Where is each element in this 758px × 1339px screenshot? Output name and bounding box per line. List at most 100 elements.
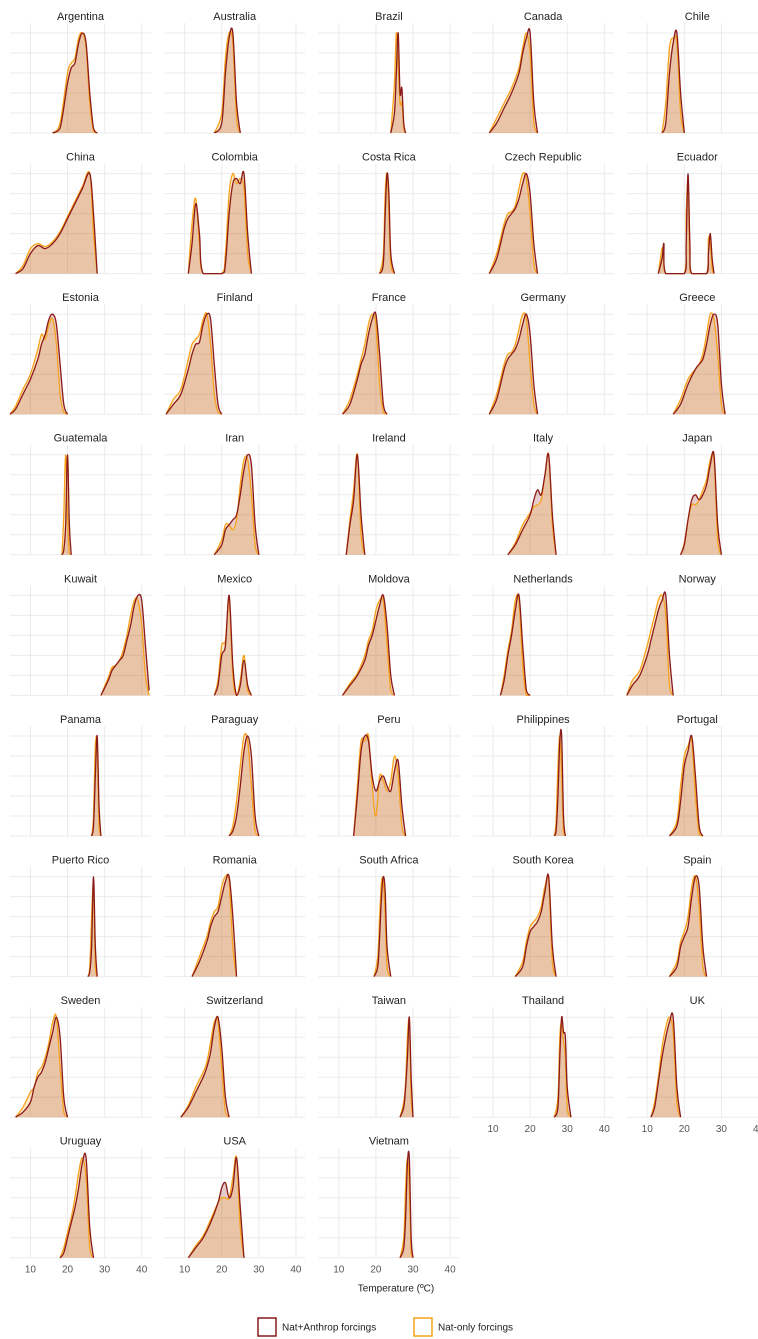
density-area <box>669 875 707 977</box>
density-area <box>15 1017 68 1118</box>
panel-title: Costa Rica <box>362 152 417 164</box>
panel-title: Canada <box>524 11 563 23</box>
panel-title: Germany <box>520 292 566 304</box>
density-line <box>59 1157 95 1259</box>
density-area <box>669 737 703 836</box>
density-line <box>650 1012 682 1118</box>
panel-title: Estonia <box>62 292 100 304</box>
panel-title: Ecuador <box>677 152 718 164</box>
density-line <box>668 875 708 978</box>
density-area <box>342 594 395 696</box>
density-line <box>507 452 557 556</box>
density-line <box>100 593 150 696</box>
density-area <box>353 735 406 836</box>
density-line <box>61 454 72 556</box>
density-line <box>553 1015 572 1118</box>
x-tick-label: 40 <box>599 1124 611 1135</box>
panel-title: Finland <box>217 292 253 304</box>
density-line <box>213 27 241 134</box>
panel-title: Portugal <box>677 714 718 726</box>
x-tick-label: 40 <box>445 1264 457 1275</box>
density-line <box>213 599 252 697</box>
panel-title: Iran <box>225 433 244 445</box>
x-tick-label: 10 <box>642 1124 654 1135</box>
panel-title: Kuwait <box>64 573 97 585</box>
density-line <box>668 737 704 837</box>
density-area <box>489 32 538 133</box>
density-area <box>353 733 406 836</box>
panel-title: Norway <box>679 573 717 585</box>
density-line <box>90 735 102 837</box>
density-area <box>507 453 557 555</box>
density-area <box>60 1153 94 1258</box>
panel-title: Australia <box>213 11 257 23</box>
density-line <box>661 29 685 134</box>
panel-title: Puerto Rico <box>52 855 109 867</box>
density-area <box>680 451 722 555</box>
density-area <box>489 312 538 415</box>
x-tick-label: 30 <box>99 1264 111 1275</box>
density-line <box>9 313 69 415</box>
density-line <box>87 875 98 977</box>
density-line <box>165 312 223 415</box>
density-line <box>353 732 407 837</box>
density-line <box>15 1016 69 1118</box>
density-line <box>191 873 238 977</box>
x-tick-label: 30 <box>253 1264 265 1275</box>
panel-title: South Korea <box>513 855 575 867</box>
density-area <box>669 735 703 836</box>
density-line <box>180 1015 230 1118</box>
density-line <box>341 313 388 415</box>
panel-title: Switzerland <box>206 995 263 1007</box>
panel-title: Spain <box>683 855 711 867</box>
density-area <box>489 313 538 415</box>
density-line <box>341 311 388 415</box>
density-line <box>15 1013 69 1118</box>
density-line <box>514 873 557 978</box>
panel-title: Italy <box>533 433 554 445</box>
density-area <box>15 171 98 274</box>
density-line <box>488 32 539 134</box>
panel-title: Argentina <box>57 11 105 23</box>
density-area <box>214 454 259 555</box>
density-line <box>661 34 685 134</box>
panel-title: Greece <box>679 292 715 304</box>
density-area <box>100 594 150 696</box>
density-line <box>679 450 723 556</box>
x-tick-label: 20 <box>216 1264 228 1275</box>
density-line <box>657 172 715 275</box>
panel-title: Uruguay <box>60 1136 102 1148</box>
density-line <box>165 312 223 415</box>
density-line <box>180 1017 230 1118</box>
density-area <box>180 1017 230 1118</box>
x-tick-label: 20 <box>62 1264 74 1275</box>
density-area <box>229 733 259 836</box>
density-line <box>672 312 726 415</box>
panel-title: Peru <box>377 714 400 726</box>
x-tick-label: 40 <box>753 1124 758 1135</box>
panel-title: Ireland <box>372 433 406 445</box>
x-tick-label: 30 <box>716 1124 728 1135</box>
density-area <box>342 312 388 415</box>
density-line <box>399 1018 414 1118</box>
legend-label: Nat+Anthrop forcings <box>282 1323 376 1334</box>
density-area <box>489 28 538 134</box>
panel-title: Taiwan <box>372 995 406 1007</box>
density-line <box>52 31 98 134</box>
density-area <box>188 1157 244 1258</box>
density-line <box>379 172 396 274</box>
density-area <box>166 312 222 415</box>
panel-title: South Africa <box>359 855 419 867</box>
density-line <box>228 735 260 837</box>
density-line <box>100 597 150 696</box>
density-line <box>488 312 539 415</box>
density-area <box>15 172 98 274</box>
density-line <box>341 594 396 696</box>
density-line <box>488 28 539 134</box>
x-tick-label: 10 <box>333 1264 345 1275</box>
panel-title: Chile <box>685 11 710 23</box>
panel-title: USA <box>223 1136 246 1148</box>
density-line <box>626 594 674 696</box>
density-line <box>399 1150 414 1259</box>
